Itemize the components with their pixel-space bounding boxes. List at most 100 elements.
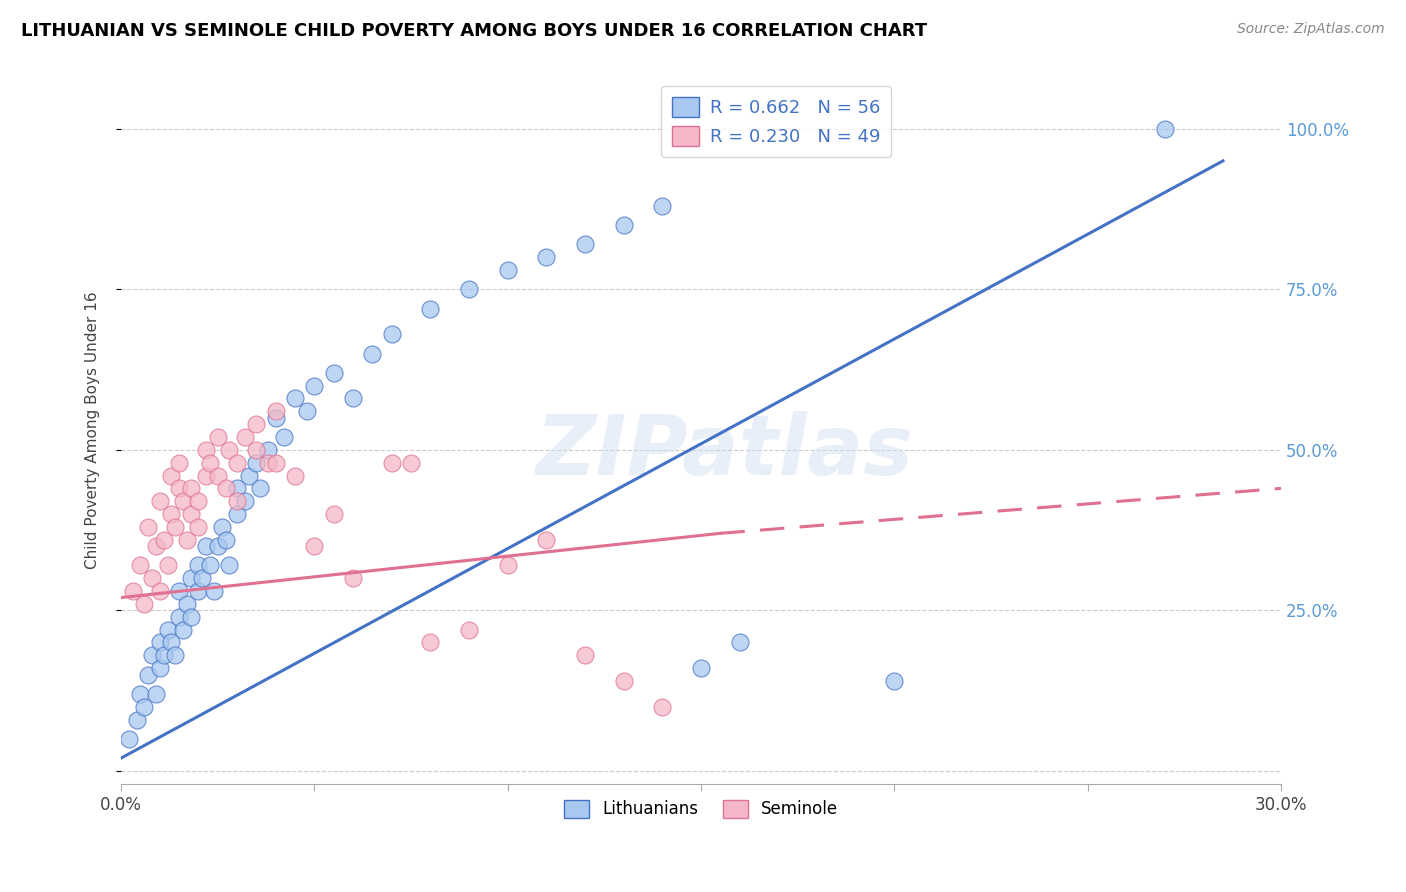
- Y-axis label: Child Poverty Among Boys Under 16: Child Poverty Among Boys Under 16: [86, 292, 100, 569]
- Point: [136, 667, 159, 681]
- Point: [381, 327, 404, 342]
- Text: Source: ZipAtlas.com: Source: ZipAtlas.com: [1237, 22, 1385, 37]
- Point: [172, 494, 194, 508]
- Point: [419, 301, 441, 316]
- Point: [342, 392, 364, 406]
- Point: [226, 494, 249, 508]
- Point: [458, 282, 481, 296]
- Point: [284, 468, 307, 483]
- Point: [651, 199, 673, 213]
- Point: [180, 609, 202, 624]
- Point: [187, 494, 209, 508]
- Point: [342, 571, 364, 585]
- Point: [134, 699, 156, 714]
- Point: [167, 584, 190, 599]
- Text: LITHUANIAN VS SEMINOLE CHILD POVERTY AMONG BOYS UNDER 16 CORRELATION CHART: LITHUANIAN VS SEMINOLE CHILD POVERTY AMO…: [21, 22, 927, 40]
- Point: [149, 584, 172, 599]
- Point: [574, 237, 596, 252]
- Point: [322, 507, 344, 521]
- Point: [187, 584, 209, 599]
- Point: [264, 404, 287, 418]
- Point: [152, 533, 174, 547]
- Point: [458, 623, 481, 637]
- Point: [187, 520, 209, 534]
- Point: [651, 699, 673, 714]
- Point: [273, 430, 295, 444]
- Point: [134, 597, 156, 611]
- Point: [198, 558, 221, 573]
- Point: [141, 571, 163, 585]
- Point: [257, 442, 280, 457]
- Point: [574, 648, 596, 663]
- Point: [233, 494, 256, 508]
- Point: [214, 533, 236, 547]
- Point: [613, 673, 636, 688]
- Point: [145, 539, 167, 553]
- Point: [167, 456, 190, 470]
- Point: [214, 482, 236, 496]
- Point: [249, 482, 271, 496]
- Point: [257, 456, 280, 470]
- Point: [233, 430, 256, 444]
- Point: [361, 346, 384, 360]
- Point: [167, 609, 190, 624]
- Point: [156, 623, 179, 637]
- Point: [264, 410, 287, 425]
- Point: [156, 558, 179, 573]
- Point: [195, 468, 218, 483]
- Point: [187, 558, 209, 573]
- Point: [180, 507, 202, 521]
- Point: [238, 468, 260, 483]
- Point: [172, 623, 194, 637]
- Point: [180, 482, 202, 496]
- Point: [195, 539, 218, 553]
- Point: [167, 482, 190, 496]
- Point: [198, 456, 221, 470]
- Point: [226, 456, 249, 470]
- Point: [218, 558, 240, 573]
- Point: [160, 507, 183, 521]
- Point: [160, 635, 183, 649]
- Point: [129, 558, 152, 573]
- Point: [218, 442, 240, 457]
- Point: [322, 366, 344, 380]
- Point: [195, 442, 218, 457]
- Point: [613, 218, 636, 232]
- Point: [152, 648, 174, 663]
- Point: [149, 494, 172, 508]
- Point: [226, 507, 249, 521]
- Point: [419, 635, 441, 649]
- Point: [176, 597, 198, 611]
- Point: [536, 250, 558, 264]
- Point: [690, 661, 713, 675]
- Point: [245, 417, 267, 432]
- Point: [176, 533, 198, 547]
- Point: [202, 584, 225, 599]
- Point: [399, 456, 422, 470]
- Point: [165, 520, 187, 534]
- Point: [149, 635, 172, 649]
- Point: [295, 404, 318, 418]
- Point: [191, 571, 214, 585]
- Point: [536, 533, 558, 547]
- Text: ZIPatlas: ZIPatlas: [536, 411, 912, 492]
- Point: [728, 635, 751, 649]
- Point: [381, 456, 404, 470]
- Point: [207, 539, 229, 553]
- Point: [125, 713, 148, 727]
- Point: [284, 392, 307, 406]
- Point: [160, 468, 183, 483]
- Point: [129, 687, 152, 701]
- Point: [1154, 121, 1177, 136]
- Point: [496, 558, 519, 573]
- Point: [207, 468, 229, 483]
- Point: [245, 442, 267, 457]
- Point: [165, 648, 187, 663]
- Point: [180, 571, 202, 585]
- Point: [226, 482, 249, 496]
- Point: [149, 661, 172, 675]
- Point: [121, 584, 143, 599]
- Point: [141, 648, 163, 663]
- Point: [496, 263, 519, 277]
- Point: [264, 456, 287, 470]
